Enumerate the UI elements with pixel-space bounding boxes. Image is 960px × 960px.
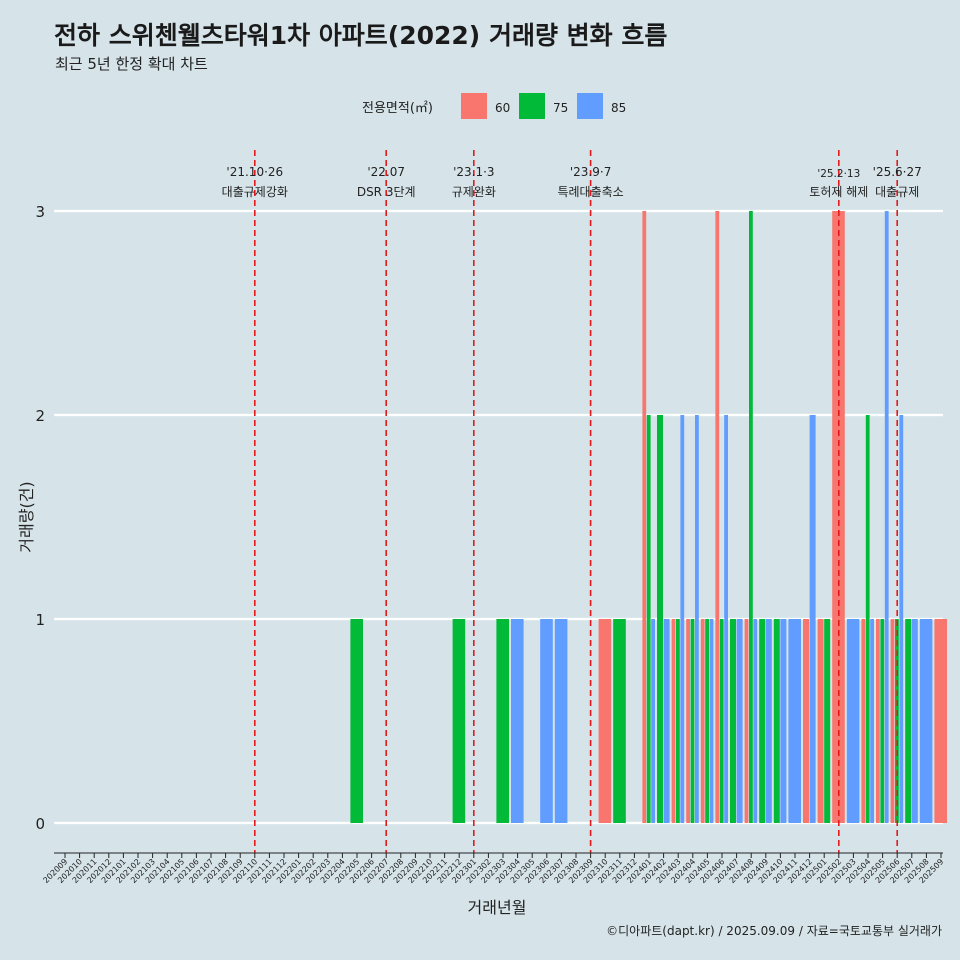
bar-75-202403: [676, 619, 680, 823]
bar-60-202501: [817, 619, 824, 823]
chart-subtitle: 최근 5년 한정 확대 차트: [55, 55, 208, 73]
bar-85-202506: [899, 415, 904, 823]
bar-75-202507: [905, 619, 912, 823]
event-label: 대출규제강화: [222, 185, 288, 199]
legend-swatch-85: [577, 93, 603, 119]
bar-85-202504: [870, 619, 874, 823]
event-label: DSR 3단계: [357, 185, 416, 199]
legend-swatch-75: [519, 93, 545, 119]
event-label: 토허제 해제: [809, 185, 868, 199]
bar-85-202307: [554, 619, 568, 823]
event-label: 규제완화: [452, 185, 496, 199]
bar-75-202501: [824, 619, 831, 823]
bar-85-202403: [680, 415, 685, 823]
bar-60-202412: [803, 619, 809, 823]
legend-label: 75: [553, 101, 568, 115]
bar-85-202405: [709, 619, 714, 823]
bar-85-202408: [753, 619, 758, 823]
event-lines: '21.10·26 대출규제강화 '22.07 DSR 3단계 '23.1·3 규제완화 '…: [222, 150, 922, 853]
event-date-label: '22.07: [367, 165, 405, 179]
bar-60-202504: [861, 619, 866, 823]
y-axis-title: 거래량(건): [17, 481, 36, 552]
y-tick-label: 0: [35, 815, 45, 833]
bar-75-202409: [759, 619, 766, 823]
bar-75-202405: [705, 619, 709, 823]
bars: [350, 211, 947, 823]
bar-60-202509: [934, 619, 947, 823]
bar-60-202310: [598, 619, 612, 823]
bar-75-202311: [613, 619, 626, 823]
y-tick-label: 2: [35, 407, 45, 425]
bar-75-202402: [657, 415, 663, 823]
bar-60-202502: [832, 211, 845, 823]
bar-85-202306: [540, 619, 553, 823]
legend-label: 85: [611, 101, 626, 115]
bar-85-202401: [651, 619, 655, 823]
bar-75-202408: [749, 211, 753, 823]
event-date-label: '25.6·27: [873, 165, 922, 179]
bar-75-202212: [452, 619, 466, 823]
bar-75-202303: [496, 619, 509, 823]
bar-75-202406: [719, 619, 724, 823]
bar-85-202406: [724, 415, 728, 823]
event-label: 대출규제: [875, 185, 919, 199]
bar-75-202410: [773, 619, 780, 823]
bar-85-202507: [911, 619, 918, 823]
x-axis-title: 거래년월: [468, 898, 527, 917]
bar-60-202401: [642, 211, 647, 823]
bar-75-202205: [350, 619, 363, 823]
event-label: 특례대출축소: [557, 185, 623, 199]
legend-label: 60: [495, 101, 510, 115]
bar-60-202506: [890, 619, 895, 823]
bar-60-202505: [876, 619, 880, 823]
y-axis: 0 1 2 3: [35, 203, 45, 833]
event-date-label: '25.2·13: [817, 168, 860, 180]
bar-85-202410: [780, 619, 787, 823]
y-tick-label: 3: [35, 203, 45, 221]
bar-60-202406: [715, 211, 720, 823]
legend-swatch-60: [461, 93, 487, 119]
bar-85-202409: [765, 619, 772, 823]
bar-60-202408: [744, 619, 749, 823]
bar-85-202505: [884, 211, 889, 823]
bar-85-202402: [663, 619, 670, 823]
bar-85-202503: [846, 619, 860, 823]
chart-title: 전하 스위첸웰츠타워1차 아파트(2022) 거래량 변화 흐름: [54, 21, 668, 50]
source-caption: ©디아파트(dapt.kr) / 2025.09.09 / 자료=국토교통부 실…: [606, 924, 942, 938]
event-date-label: '23.9·7: [570, 165, 611, 179]
bar-75-202404: [690, 619, 695, 823]
legend-title: 전용면적(㎡): [362, 101, 433, 116]
bar-85-202404: [695, 415, 699, 823]
event-date-label: '21.10·26: [226, 165, 283, 179]
bar-60-202405: [700, 619, 705, 823]
bar-85-202411: [788, 619, 801, 823]
bar-75-202401: [646, 415, 651, 823]
bar-75-202505: [880, 619, 885, 823]
event-date-label: '23.1·3: [453, 165, 494, 179]
bar-85-202407: [736, 619, 743, 823]
legend: 전용면적(㎡) 60 75 85: [362, 93, 626, 119]
x-axis: 2020092020102020112020122021012021022021…: [41, 852, 945, 885]
bar-60-202404: [686, 619, 690, 823]
bar-75-202407: [730, 619, 736, 823]
y-tick-label: 1: [35, 611, 45, 629]
bar-85-202508: [919, 619, 933, 823]
bar-85-202304: [511, 619, 524, 823]
bar-60-202403: [671, 619, 676, 823]
bar-85-202412: [809, 415, 816, 823]
bar-75-202504: [865, 415, 870, 823]
